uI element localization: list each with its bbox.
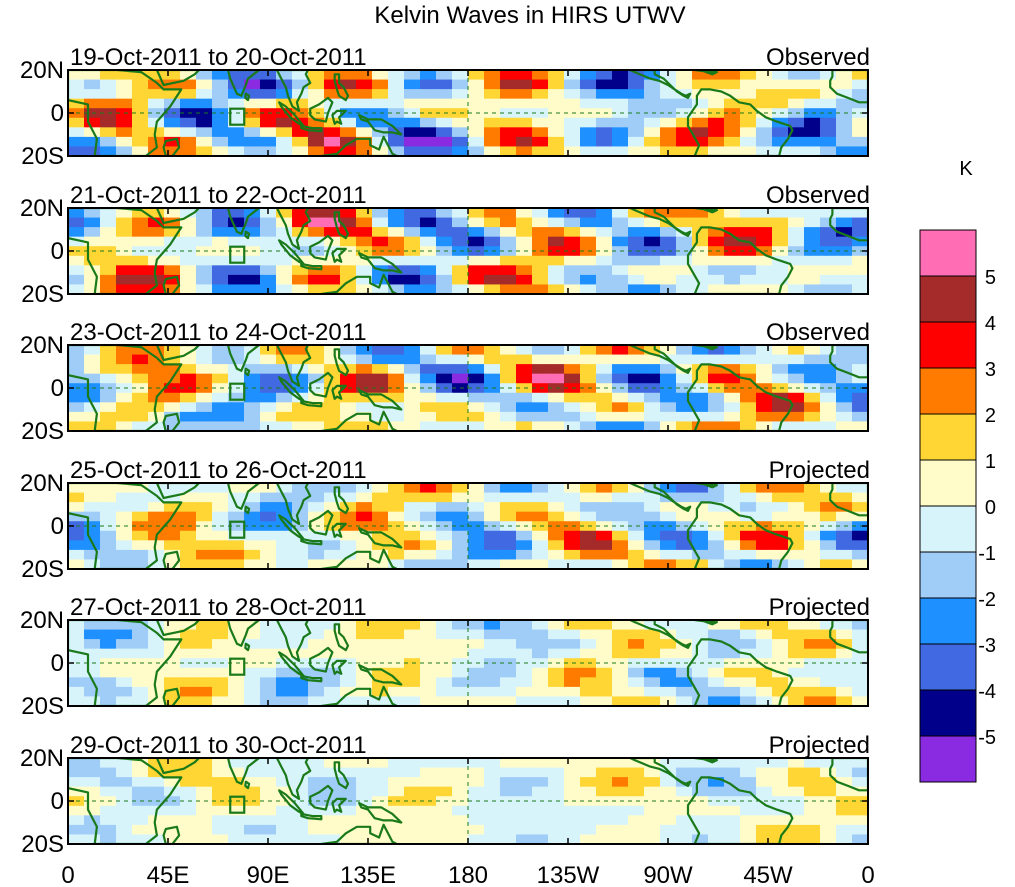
colorbar-label: 2 xyxy=(985,405,996,427)
map-panel: 29-Oct-2011 to 30-Oct-2011 Projected 20N 0 2… xyxy=(20,732,870,858)
map-field xyxy=(68,483,868,569)
panel-type-label: Observed xyxy=(766,319,870,346)
region-box xyxy=(229,382,246,401)
lat-tick-label: 20S xyxy=(21,831,64,858)
map-field xyxy=(68,345,868,431)
map-field xyxy=(68,70,868,156)
colorbar-label: 3 xyxy=(985,359,996,381)
lat-tick-label: 20N xyxy=(20,607,64,634)
colorbar-swatch xyxy=(919,689,977,737)
lat-tick-label: 20N xyxy=(20,332,64,359)
lat-tick-label: 20S xyxy=(21,556,64,583)
colorbar-swatch xyxy=(919,643,977,691)
lon-axis: 0 45E 90E 135E 180 135W 90W 45W 0 xyxy=(61,862,874,887)
panel-date-range: 25-Oct-2011 to 26-Oct-2011 xyxy=(70,457,367,484)
lat-tick-label: 20N xyxy=(20,195,64,222)
colorbar-label: 1 xyxy=(985,451,996,473)
lat-tick-label: 20S xyxy=(21,693,64,720)
colorbar-label: 5 xyxy=(985,267,996,289)
colorbar-label: -4 xyxy=(978,681,996,703)
colorbar-swatch xyxy=(919,275,977,323)
panel-type-label: Observed xyxy=(766,44,870,71)
lat-tick-label: 0 xyxy=(51,650,64,677)
colorbar-labels: -5 -4 -3 -2 -1 0 1 2 3 4 5 xyxy=(978,267,996,749)
colorbar-label: 0 xyxy=(985,497,996,519)
lat-tick-label: 0 xyxy=(51,788,64,815)
panel-type-label: Projected xyxy=(769,594,870,621)
region-box xyxy=(229,245,246,264)
map-panel: 21-Oct-2011 to 22-Oct-2011 Observed 20N 0 20… xyxy=(20,182,870,308)
colorbar-swatch xyxy=(919,505,977,553)
region-box xyxy=(229,107,246,126)
colorbar-swatch xyxy=(919,367,977,415)
colorbar-swatch xyxy=(919,321,977,369)
colorbar-label: -3 xyxy=(978,635,996,657)
lon-tick-label: 45W xyxy=(743,862,793,887)
lat-tick-label: 0 xyxy=(51,100,64,127)
coastlines xyxy=(68,345,868,431)
colorbar-label: 4 xyxy=(985,313,996,335)
colorbar-swatches xyxy=(919,229,977,783)
colorbar: K -5 -4 -3 -2 -1 0 1 2 3 4 5 xyxy=(919,158,996,783)
colorbar-label: -2 xyxy=(978,589,996,611)
map-field xyxy=(68,758,868,844)
map-panel: 19-Oct-2011 to 20-Oct-2011 Observed 20N 0 20… xyxy=(20,44,870,170)
map-panel: 23-Oct-2011 to 24-Oct-2011 Observed 20N 0 20… xyxy=(20,319,870,445)
region-box xyxy=(229,657,246,676)
lat-tick-label: 0 xyxy=(51,513,64,540)
lat-tick-label: 0 xyxy=(51,238,64,265)
colorbar-swatch xyxy=(919,597,977,645)
colorbar-swatch xyxy=(919,229,977,277)
lat-tick-label: 20S xyxy=(21,143,64,170)
coastlines xyxy=(68,208,868,294)
panel-date-range: 23-Oct-2011 to 24-Oct-2011 xyxy=(70,319,367,346)
lat-tick-label: 20S xyxy=(21,418,64,445)
figure-title: Kelvin Waves in HIRS UTWV xyxy=(374,2,685,29)
panel-date-range: 19-Oct-2011 to 20-Oct-2011 xyxy=(70,44,367,71)
region-box xyxy=(229,520,246,539)
panel-date-range: 29-Oct-2011 to 30-Oct-2011 xyxy=(70,732,367,759)
lat-tick-label: 20S xyxy=(21,281,64,308)
lat-tick-label: 20N xyxy=(20,470,64,497)
panel-type-label: Projected xyxy=(769,457,870,484)
lat-tick-label: 0 xyxy=(51,375,64,402)
coastlines xyxy=(68,70,868,156)
map-field xyxy=(68,620,868,706)
lon-tick-label: 0 xyxy=(861,862,874,887)
colorbar-swatch xyxy=(919,735,977,783)
lon-tick-label: 135E xyxy=(340,862,396,887)
panels: 19-Oct-2011 to 20-Oct-2011 Observed 20N 0 20… xyxy=(20,44,870,858)
region-box xyxy=(229,795,246,814)
panel-date-range: 27-Oct-2011 to 28-Oct-2011 xyxy=(70,594,367,621)
lat-tick-label: 20N xyxy=(20,57,64,84)
colorbar-swatch xyxy=(919,459,977,507)
map-field xyxy=(68,208,868,294)
colorbar-swatch xyxy=(919,551,977,599)
panel-type-label: Observed xyxy=(766,182,870,209)
colorbar-swatch xyxy=(919,413,977,461)
colorbar-label: -5 xyxy=(978,727,996,749)
map-panel: 25-Oct-2011 to 26-Oct-2011 Projected 20N 0 2… xyxy=(20,457,870,583)
panel-date-range: 21-Oct-2011 to 22-Oct-2011 xyxy=(70,182,367,209)
colorbar-units: K xyxy=(959,158,973,180)
lon-tick-label: 135W xyxy=(537,862,600,887)
colorbar-label: -1 xyxy=(978,543,996,565)
panel-type-label: Projected xyxy=(769,732,870,759)
lon-tick-label: 0 xyxy=(61,862,74,887)
lat-tick-label: 20N xyxy=(20,745,64,772)
coastlines xyxy=(68,620,868,706)
lon-tick-label: 45E xyxy=(147,862,190,887)
lon-tick-label: 90E xyxy=(247,862,290,887)
lon-tick-label: 180 xyxy=(448,862,488,887)
map-panel: 27-Oct-2011 to 28-Oct-2011 Projected 20N 0 2… xyxy=(20,594,870,720)
lon-tick-label: 90W xyxy=(643,862,693,887)
